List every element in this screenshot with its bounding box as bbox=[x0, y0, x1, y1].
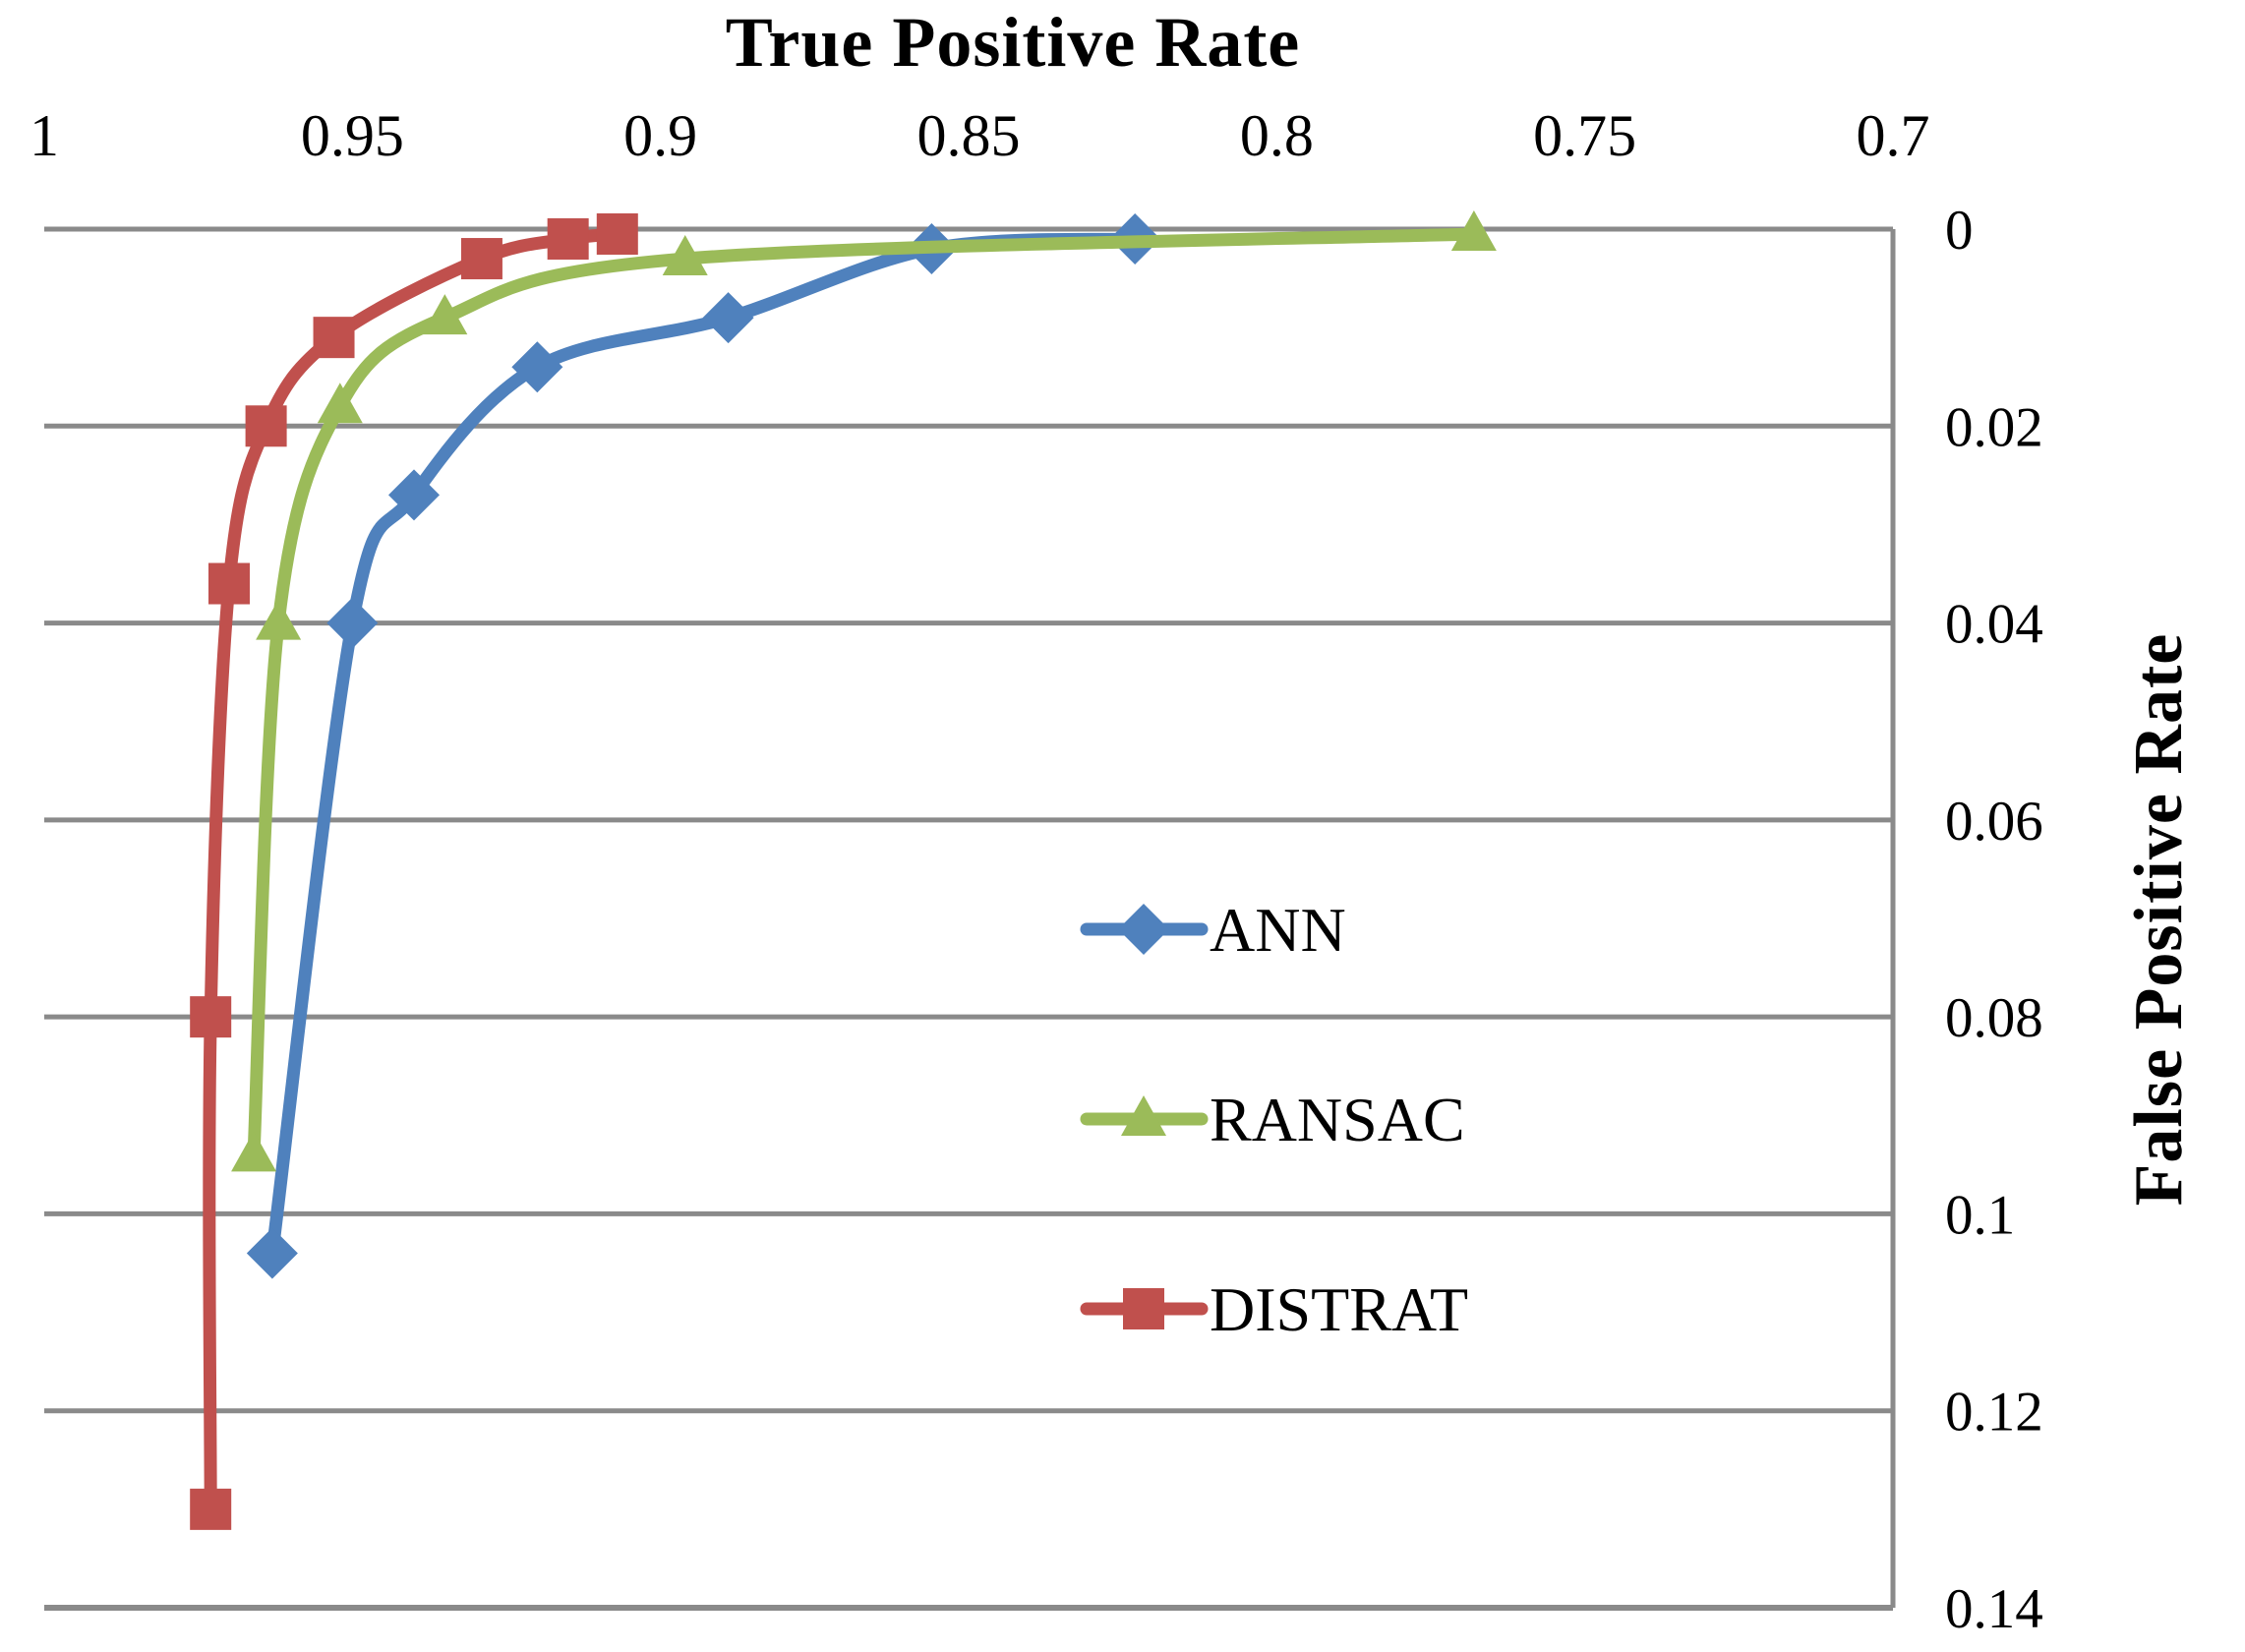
series-marker-ann bbox=[246, 1227, 298, 1279]
legend-label-ransac: RANSAC bbox=[1210, 1085, 1465, 1154]
series-marker-ransac bbox=[231, 1131, 277, 1172]
series-marker-ransac bbox=[256, 599, 302, 640]
series-marker-ann bbox=[388, 469, 440, 521]
series-marker-legend-ann bbox=[1118, 904, 1169, 955]
y-tick-label: 0.1 bbox=[1945, 1184, 2015, 1246]
series-marker-distrat bbox=[190, 1488, 232, 1530]
y-tick-label: 0.08 bbox=[1945, 987, 2043, 1049]
legend-label-ann: ANN bbox=[1210, 895, 1346, 965]
series-marker-legend-distrat bbox=[1123, 1288, 1164, 1329]
series-marker-distrat bbox=[313, 317, 355, 359]
x-tick-label: 0.75 bbox=[1533, 103, 1636, 168]
y-axis-title: False Positive Rate bbox=[2121, 632, 2197, 1207]
legend-label-distrat: DISTRAT bbox=[1210, 1274, 1468, 1344]
x-tick-label: 0.95 bbox=[301, 103, 404, 168]
y-tick-label: 0.04 bbox=[1945, 594, 2043, 656]
y-tick-label: 0.02 bbox=[1945, 396, 2043, 458]
series-marker-distrat bbox=[547, 218, 589, 261]
series-marker-distrat bbox=[208, 562, 250, 605]
y-tick-label: 0.14 bbox=[1945, 1578, 2043, 1640]
y-tick-label: 0 bbox=[1945, 200, 1974, 262]
series-marker-ann bbox=[702, 292, 754, 344]
series-line-ann bbox=[266, 232, 1142, 1260]
x-tick-label: 1 bbox=[30, 103, 59, 168]
series-marker-distrat bbox=[460, 238, 502, 280]
series-marker-ransac bbox=[662, 235, 708, 276]
x-tick-label: 0.8 bbox=[1240, 103, 1314, 168]
series-marker-ann bbox=[511, 341, 563, 393]
series-marker-distrat bbox=[245, 405, 287, 447]
x-tick-label: 0.7 bbox=[1857, 103, 1930, 168]
y-tick-label: 0.12 bbox=[1945, 1382, 2043, 1444]
series-marker-distrat bbox=[596, 213, 638, 256]
y-tick-label: 0.06 bbox=[1945, 791, 2043, 853]
x-axis-title: True Positive Rate bbox=[725, 3, 1301, 82]
series-marker-ransac bbox=[317, 383, 363, 424]
x-tick-label: 0.9 bbox=[623, 103, 697, 168]
series-marker-ransac bbox=[422, 294, 468, 335]
series-line-ransac bbox=[247, 227, 1481, 1161]
series-marker-distrat bbox=[190, 996, 232, 1038]
x-tick-label: 0.85 bbox=[917, 103, 1021, 168]
series-marker-ann bbox=[326, 597, 379, 649]
series-marker-ransac bbox=[1450, 210, 1497, 252]
series-marker-legend-ransac bbox=[1121, 1095, 1166, 1136]
